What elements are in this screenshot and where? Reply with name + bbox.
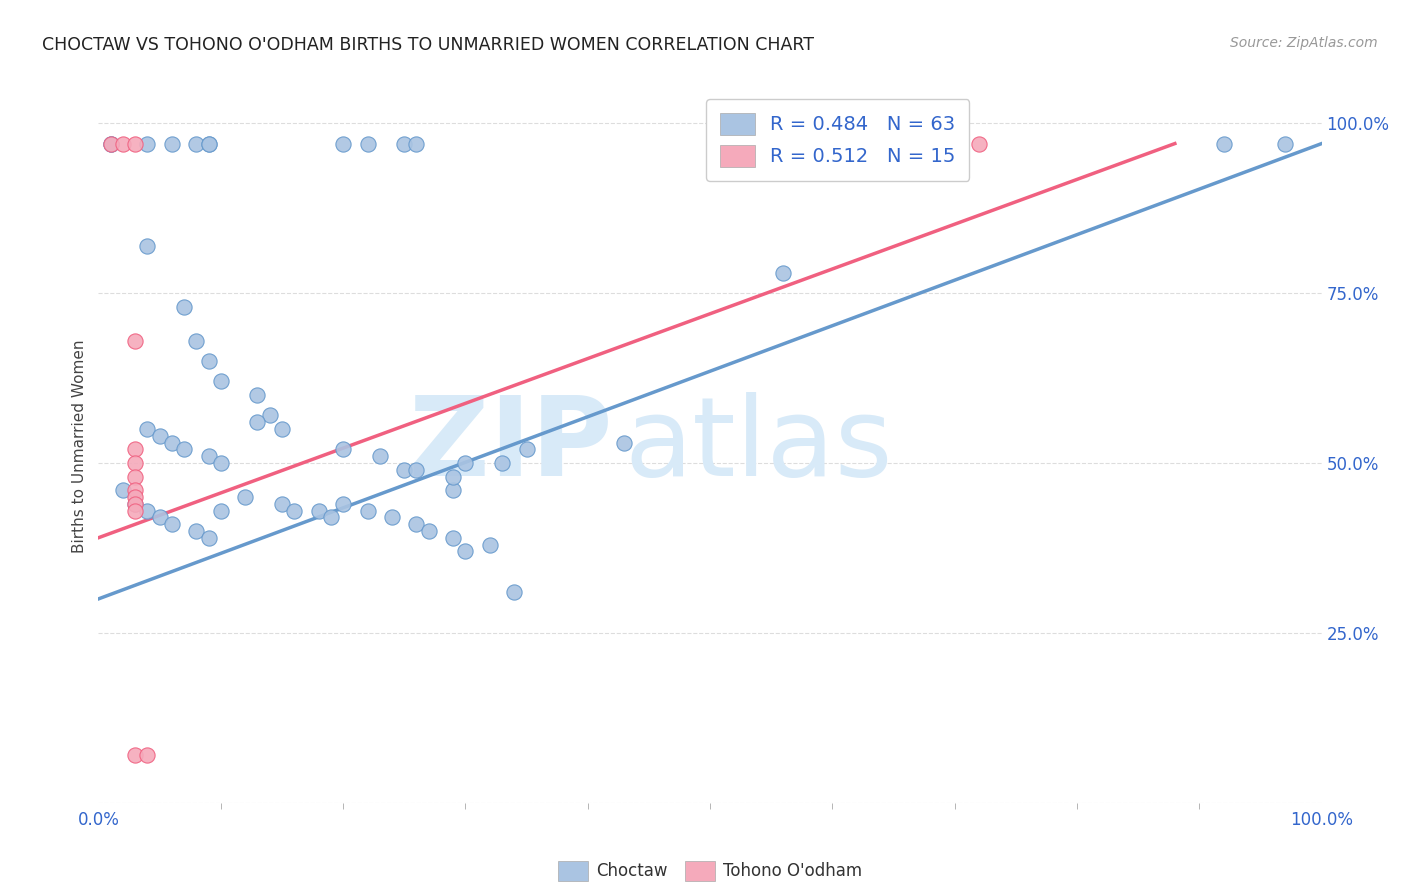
Point xyxy=(149,429,172,443)
Point xyxy=(160,136,183,151)
Point xyxy=(332,497,354,511)
Point xyxy=(332,442,354,457)
Point xyxy=(478,537,501,551)
Point xyxy=(209,503,232,517)
Point xyxy=(381,510,404,524)
Point xyxy=(246,415,269,429)
Point xyxy=(1212,136,1234,151)
Point xyxy=(405,463,427,477)
Point xyxy=(173,300,195,314)
Text: Source: ZipAtlas.com: Source: ZipAtlas.com xyxy=(1230,36,1378,50)
Point xyxy=(124,136,146,151)
Point xyxy=(454,456,477,470)
Point xyxy=(124,483,146,498)
Point xyxy=(124,503,146,517)
Point xyxy=(772,266,794,280)
Point xyxy=(124,469,146,483)
Point xyxy=(100,136,122,151)
Point xyxy=(454,544,477,558)
Point xyxy=(491,456,513,470)
Point xyxy=(124,497,146,511)
Point xyxy=(197,354,219,368)
Point xyxy=(503,585,526,599)
Point xyxy=(270,497,294,511)
Point xyxy=(418,524,440,538)
Point xyxy=(441,469,464,483)
Point xyxy=(283,503,305,517)
Point xyxy=(124,334,146,348)
Text: atlas: atlas xyxy=(624,392,893,500)
Point xyxy=(392,463,416,477)
Point xyxy=(308,503,330,517)
Point xyxy=(197,449,219,463)
Point xyxy=(124,490,146,504)
Legend: Choctaw, Tohono O'odham: Choctaw, Tohono O'odham xyxy=(551,855,869,888)
Point xyxy=(1274,136,1296,151)
Point xyxy=(136,238,159,252)
Point xyxy=(124,456,146,470)
Point xyxy=(186,136,208,151)
Point xyxy=(392,136,416,151)
Point xyxy=(894,136,917,151)
Point xyxy=(160,435,183,450)
Point xyxy=(149,510,172,524)
Text: ZIP: ZIP xyxy=(409,392,612,500)
Text: CHOCTAW VS TOHONO O'ODHAM BIRTHS TO UNMARRIED WOMEN CORRELATION CHART: CHOCTAW VS TOHONO O'ODHAM BIRTHS TO UNMA… xyxy=(42,36,814,54)
Point xyxy=(136,503,159,517)
Point xyxy=(186,334,208,348)
Point xyxy=(441,531,464,545)
Point xyxy=(197,136,219,151)
Point xyxy=(356,503,378,517)
Point xyxy=(270,422,294,436)
Point xyxy=(209,375,232,389)
Point xyxy=(197,531,219,545)
Point xyxy=(173,442,195,457)
Point xyxy=(209,456,232,470)
Point xyxy=(197,136,219,151)
Point xyxy=(405,517,427,532)
Point xyxy=(160,517,183,532)
Point xyxy=(441,483,464,498)
Point xyxy=(111,483,134,498)
Point xyxy=(259,409,281,423)
Point xyxy=(319,510,342,524)
Point xyxy=(368,449,391,463)
Point xyxy=(246,388,269,402)
Point xyxy=(967,136,990,151)
Point xyxy=(124,748,146,763)
Point xyxy=(797,136,820,151)
Point xyxy=(356,136,378,151)
Point xyxy=(136,136,159,151)
Point xyxy=(332,136,354,151)
Point xyxy=(405,136,427,151)
Point xyxy=(124,442,146,457)
Point xyxy=(136,748,159,763)
Point xyxy=(124,497,146,511)
Point xyxy=(100,136,122,151)
Point xyxy=(111,136,134,151)
Point xyxy=(233,490,256,504)
Point xyxy=(136,422,159,436)
Point xyxy=(883,136,905,151)
Point xyxy=(613,435,636,450)
Point xyxy=(100,136,122,151)
Y-axis label: Births to Unmarried Women: Births to Unmarried Women xyxy=(72,339,87,553)
Point xyxy=(515,442,537,457)
Point xyxy=(186,524,208,538)
